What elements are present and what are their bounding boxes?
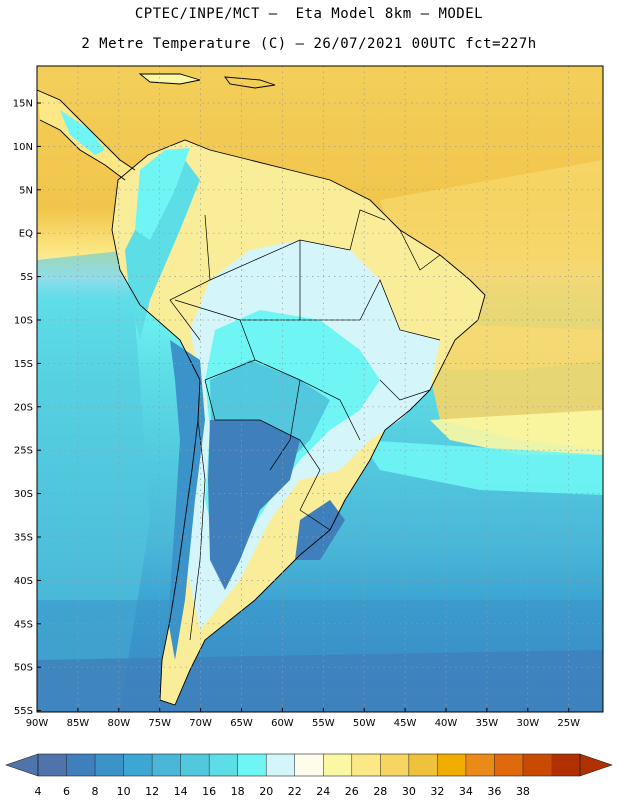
lat-label: 5S bbox=[20, 272, 33, 283]
lon-label: 90W bbox=[26, 718, 49, 729]
colorbar-swatch bbox=[380, 754, 410, 776]
lat-label: 10N bbox=[13, 142, 33, 153]
chart-title: CPTEC/INPE/MCT – Eta Model 8km – MODEL bbox=[134, 6, 484, 22]
colorbar-under-arrow bbox=[5, 753, 39, 777]
map-frame bbox=[36, 65, 604, 713]
lon-label: 40W bbox=[435, 718, 458, 729]
colorbar-swatch bbox=[123, 754, 153, 776]
chart-subtitle: 2 Metre Temperature (C) – 26/07/2021 00U… bbox=[81, 36, 537, 52]
lat-label: 40S bbox=[14, 576, 33, 587]
lon-label: 30W bbox=[516, 718, 539, 729]
country-borders bbox=[169, 209, 441, 641]
colorbar-tick-label: 16 bbox=[202, 785, 216, 798]
latitude-labels: 15N 10N 5N EQ 5S 10S 15S 20S 25S 30S 35S 40S 45S 50S 5… bbox=[13, 99, 41, 717]
colorbar-swatch bbox=[408, 754, 438, 776]
colorbar-swatch bbox=[95, 754, 124, 776]
colorbar-swatch bbox=[152, 754, 181, 776]
lat-label: 15N bbox=[13, 99, 33, 110]
lon-label: 65W bbox=[230, 718, 253, 729]
colorbar-swatch bbox=[237, 754, 267, 776]
lat-label: 50S bbox=[14, 663, 33, 674]
coastlines bbox=[37, 73, 486, 706]
longitude-labels: 90W 85W 80W 75W 70W 65W 60W 55W 50W 45W 40W 35W 30W 2… bbox=[26, 708, 580, 729]
colorbar-tick-label: 18 bbox=[231, 785, 245, 798]
colorbar-over-arrow bbox=[579, 753, 613, 777]
colorbar-tick-label: 4 bbox=[35, 785, 42, 798]
colorbar-swatch bbox=[522, 754, 552, 776]
lat-label: 5N bbox=[19, 185, 33, 196]
lon-label: 85W bbox=[67, 718, 90, 729]
colorbar-tick-label: 6 bbox=[63, 785, 70, 798]
lat-label: 15S bbox=[14, 359, 33, 370]
colorbar-tick-label: 8 bbox=[92, 785, 99, 798]
temperature-field bbox=[37, 66, 603, 712]
colorbar-swatch bbox=[351, 754, 381, 776]
colorbar-tick-label: 32 bbox=[430, 785, 444, 798]
colorbar-tick-label: 36 bbox=[487, 785, 501, 798]
lat-label: 25S bbox=[14, 446, 33, 457]
lon-label: 75W bbox=[148, 718, 171, 729]
colorbar-swatch bbox=[38, 754, 67, 776]
lon-label: 50W bbox=[353, 718, 376, 729]
colorbar-swatch bbox=[209, 754, 238, 776]
lat-label: 45S bbox=[14, 619, 33, 630]
graticule bbox=[37, 66, 603, 712]
colorbar-tick-label: 14 bbox=[174, 785, 188, 798]
colorbar-swatch bbox=[437, 754, 467, 776]
lon-label: 25W bbox=[557, 718, 580, 729]
lat-label: 55S bbox=[14, 706, 33, 717]
colorbar-tick-label: 22 bbox=[288, 785, 302, 798]
lat-label: 20S bbox=[14, 402, 33, 413]
lon-label: 45W bbox=[394, 718, 417, 729]
lon-label: 80W bbox=[107, 718, 130, 729]
colorbar-tick-label: 20 bbox=[259, 785, 273, 798]
lon-label: 35W bbox=[476, 718, 499, 729]
colorbar-swatch bbox=[180, 754, 210, 776]
colorbar-swatch bbox=[66, 754, 96, 776]
colorbar-tick-label: 24 bbox=[316, 785, 330, 798]
colorbar-swatch bbox=[294, 754, 324, 776]
lon-label: 60W bbox=[271, 718, 294, 729]
lat-label: 30S bbox=[14, 489, 33, 500]
colorbar-tick-label: 34 bbox=[459, 785, 473, 798]
lat-label: 35S bbox=[14, 533, 33, 544]
colorbar-swatch bbox=[266, 754, 296, 776]
colorbar-swatch bbox=[323, 754, 353, 776]
colorbar-tick-label: 30 bbox=[402, 785, 416, 798]
colorbar: 4 6 8 10 12 14 16 18 20 22 24 26 28 30 32 34 36 38 bbox=[5, 753, 613, 798]
colorbar-tick-label: 12 bbox=[145, 785, 159, 798]
lat-label: EQ bbox=[19, 229, 33, 240]
lon-label: 55W bbox=[312, 718, 335, 729]
colorbar-tick-label: 28 bbox=[373, 785, 387, 798]
lat-label: 10S bbox=[14, 316, 33, 327]
colorbar-swatch bbox=[551, 754, 581, 776]
lon-label: 70W bbox=[189, 718, 212, 729]
colorbar-tick-label: 10 bbox=[117, 785, 131, 798]
colorbar-swatch bbox=[494, 754, 524, 776]
colorbar-tick-label: 26 bbox=[345, 785, 359, 798]
colorbar-tick-label: 38 bbox=[516, 785, 530, 798]
colorbar-swatch bbox=[465, 754, 495, 776]
